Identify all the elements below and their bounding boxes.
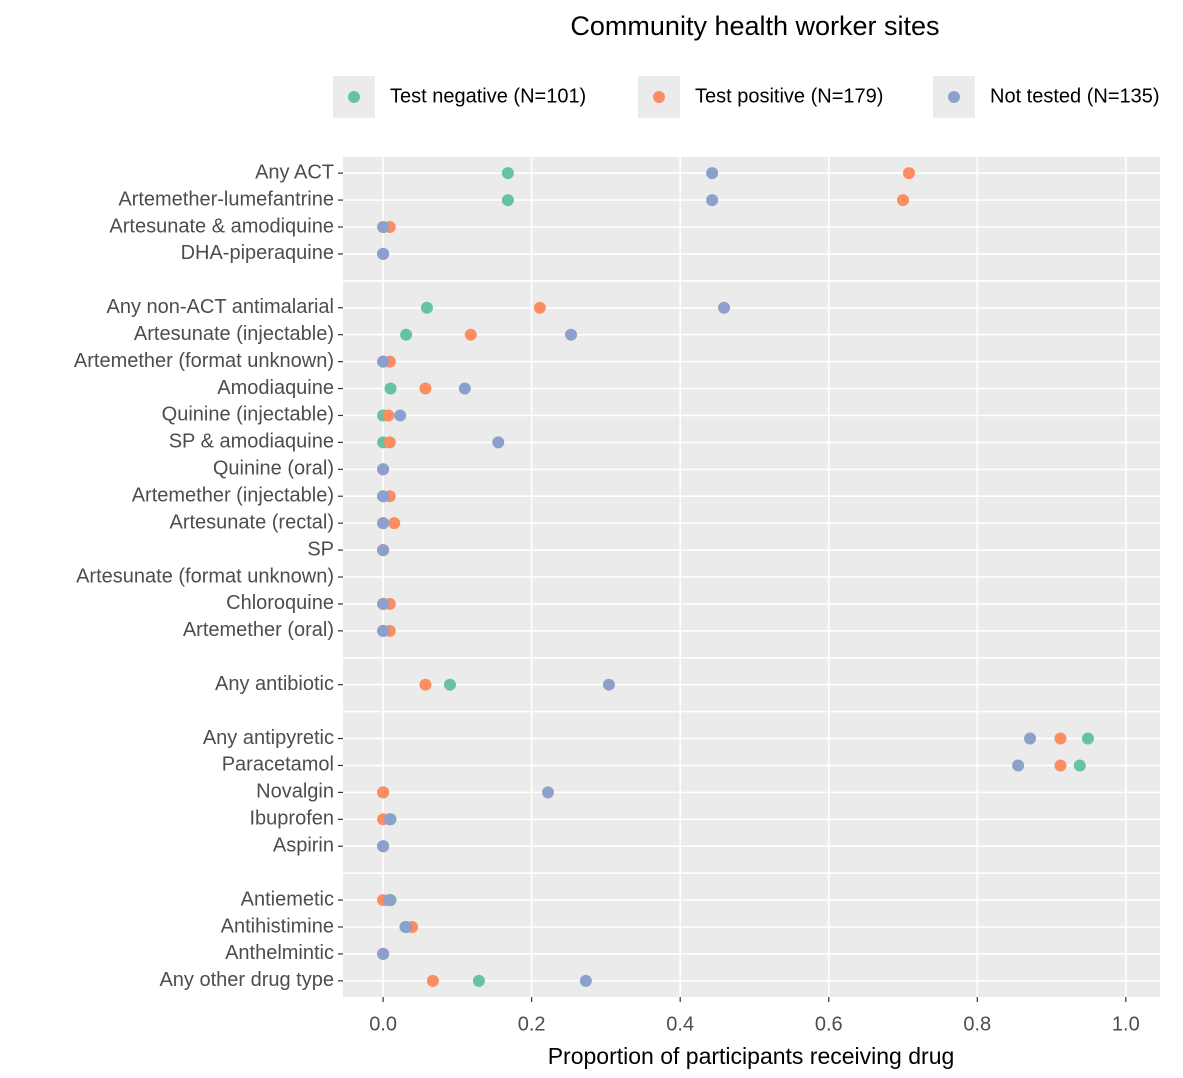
dot (492, 436, 505, 449)
x-tick-label: 0.4 (666, 1013, 694, 1035)
dot (706, 194, 719, 207)
legend-label: Test negative (N=101) (390, 85, 586, 107)
y-tick-label: Antiemetic (241, 888, 334, 910)
x-tick-label: 0.6 (815, 1013, 843, 1035)
dot (382, 409, 395, 422)
y-tick-label: Quinine (oral) (213, 458, 334, 480)
dot (420, 301, 433, 314)
dot (501, 167, 514, 180)
dot (400, 328, 413, 341)
y-tick-label: Novalgin (256, 781, 334, 803)
y-tick-label: Artesunate (format unknown) (76, 565, 334, 587)
y-tick-label: Artemether (injectable) (132, 485, 334, 507)
dot (443, 678, 456, 691)
y-tick-label: Paracetamol (222, 754, 334, 776)
y-tick-label: SP (307, 538, 334, 560)
dot (565, 328, 578, 341)
legend-dot (348, 91, 360, 103)
dot (383, 436, 396, 449)
dot (377, 221, 390, 233)
x-tick-label: 0.2 (518, 1013, 546, 1035)
dot (458, 382, 471, 395)
dot (377, 490, 390, 503)
y-tick-label: SP & amodiaquine (169, 431, 334, 453)
y-tick-label: Any other drug type (159, 969, 334, 991)
dot (388, 517, 401, 530)
dot (579, 974, 592, 987)
y-tick-label: DHA-piperaquine (181, 242, 334, 264)
y-tick-label: Artemether (oral) (183, 619, 334, 641)
y-tick-label: Artesunate (rectal) (169, 511, 334, 533)
dot (394, 409, 407, 422)
dot (1024, 732, 1037, 745)
dot (1012, 759, 1025, 772)
dot (377, 355, 390, 368)
dot (426, 974, 439, 987)
dot (1073, 759, 1086, 772)
x-tick-label: 1.0 (1112, 1013, 1140, 1035)
dot (464, 328, 477, 341)
dot (377, 624, 390, 637)
y-tick-label: Aspirin (273, 835, 334, 857)
chart-title: Community health worker sites (570, 11, 939, 41)
dot (377, 597, 390, 610)
y-tick-label: Artesunate (injectable) (134, 323, 334, 345)
legend-label: Not tested (N=135) (990, 85, 1160, 107)
y-tick-label: Artesunate & amodiquine (109, 215, 334, 237)
dot (1054, 759, 1067, 772)
legend-dot (653, 91, 665, 103)
y-tick-label: Chloroquine (226, 592, 334, 614)
dot (706, 167, 719, 180)
dot (718, 301, 731, 314)
dot (602, 678, 615, 691)
dot (377, 463, 390, 476)
dot (1081, 732, 1094, 745)
dot (377, 247, 390, 260)
dot (1054, 732, 1067, 745)
dot (377, 544, 390, 557)
y-tick-label: Anthelmintic (225, 942, 334, 964)
dot (384, 382, 397, 395)
y-tick-label: Any ACT (255, 161, 334, 183)
dot (541, 786, 554, 799)
dot (383, 813, 396, 826)
x-tick-label: 0.0 (369, 1013, 397, 1035)
dot (383, 894, 396, 907)
y-tick-label: Any non-ACT antimalarial (106, 296, 334, 318)
y-tick-label: Quinine (injectable) (162, 404, 334, 426)
dot (400, 921, 413, 933)
dot (902, 167, 915, 180)
y-tick-label: Artemether (format unknown) (74, 350, 334, 372)
dot (377, 840, 390, 853)
y-tick-label: Artemether-lumefantrine (118, 188, 334, 210)
legend-dot (948, 91, 960, 103)
dot (472, 974, 485, 987)
dot (419, 678, 432, 691)
y-tick-label: Any antipyretic (203, 727, 334, 749)
dot (897, 194, 910, 207)
dot (533, 301, 546, 314)
dot (377, 517, 390, 530)
y-tick-label: Ibuprofen (249, 808, 334, 830)
y-tick-label: Amodiaquine (217, 377, 334, 399)
dot (501, 194, 514, 207)
y-tick-label: Antihistimine (221, 915, 334, 937)
dot (377, 786, 390, 799)
dot (377, 947, 390, 960)
x-tick-label: 0.8 (963, 1013, 991, 1035)
y-tick-label: Any antibiotic (215, 673, 334, 695)
x-axis-title: Proportion of participants receiving dru… (548, 1043, 955, 1069)
dot (419, 382, 432, 395)
legend-label: Test positive (N=179) (695, 85, 883, 107)
